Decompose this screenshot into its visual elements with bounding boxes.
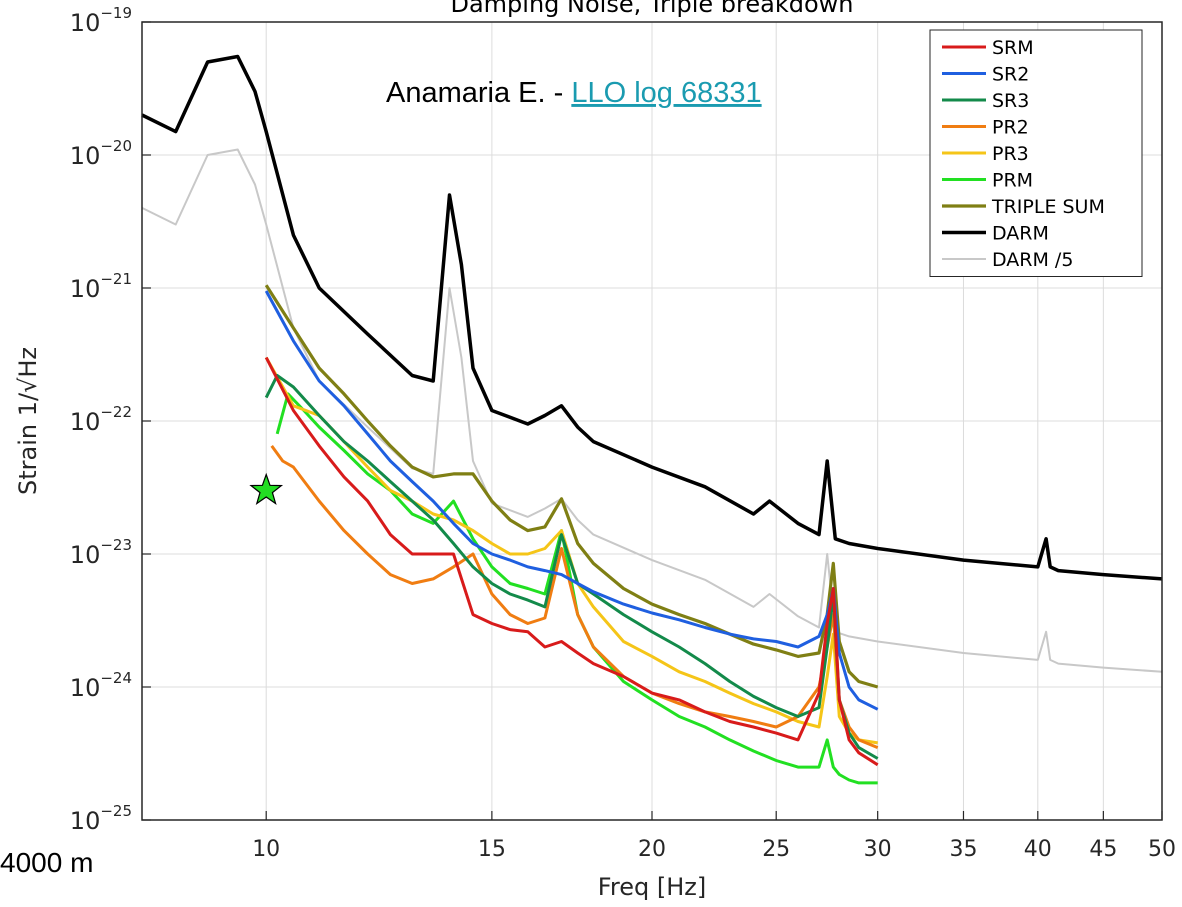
legend-item: SRM xyxy=(942,37,1034,59)
legend: SRM SR2 SR3 PR2 PR3 PRM TRIPLE SUM DARM DARM /5 xyxy=(929,29,1143,277)
y-tick-label: 10−19 xyxy=(70,4,132,37)
legend-label: TRIPLE SUM xyxy=(991,196,1105,218)
corner-label: 4000 m xyxy=(0,847,93,878)
legend-item: DARM xyxy=(942,223,1049,245)
y-tick-label: 10−25 xyxy=(70,802,132,835)
legend-label: SR3 xyxy=(992,90,1029,112)
series-line-pr2 xyxy=(270,445,879,749)
x-tick-label: 35 xyxy=(949,837,977,862)
y-tick-label: 10−23 xyxy=(70,536,132,569)
y-tick-label: 10−21 xyxy=(70,270,132,303)
series-line-prm xyxy=(275,392,878,785)
marker-layer xyxy=(249,472,284,505)
y-tick-label: 10−22 xyxy=(70,403,132,436)
x-tick-label: 50 xyxy=(1148,837,1176,862)
x-tick-label: 40 xyxy=(1024,837,1052,862)
x-tick-label: 25 xyxy=(762,837,790,862)
series-line-triple-sum xyxy=(264,284,879,689)
legend-label: DARM xyxy=(992,223,1049,245)
x-tick-label: 15 xyxy=(478,837,506,862)
y-tick-label: 10−24 xyxy=(70,669,132,702)
legend-item: SR3 xyxy=(942,90,1029,112)
x-tick-label: 30 xyxy=(864,837,892,862)
star-marker xyxy=(249,472,284,505)
legend-item: TRIPLE SUM xyxy=(942,196,1105,218)
legend-label: SRM xyxy=(992,37,1034,59)
x-tick-label: 20 xyxy=(638,837,666,862)
legend-label: SR2 xyxy=(992,64,1029,86)
legend-item: DARM /5 xyxy=(942,249,1073,271)
legend-item: SR2 xyxy=(942,64,1029,86)
annotation-author: Anamaria E. - xyxy=(386,77,571,109)
series-line-sr3 xyxy=(264,374,879,760)
series-line-srm xyxy=(264,356,879,767)
series-line-darm xyxy=(141,54,1163,581)
series-line-sr2 xyxy=(264,290,879,711)
x-axis-label: Freq [Hz] xyxy=(598,873,706,901)
tick-layer: 10 15 20 25 30 35 40 45 50 10−19 10−20 10−21 10−22 10… xyxy=(70,4,1176,862)
legend-label: PR2 xyxy=(992,117,1029,139)
x-tick-label: 10 xyxy=(252,837,280,862)
legend-label: PRM xyxy=(992,170,1033,192)
log-link[interactable]: LLO log 68331 xyxy=(571,77,761,109)
y-axis-label: Strain 1/√Hz xyxy=(14,347,42,495)
series-line-pr3 xyxy=(264,356,878,745)
legend-item: PR3 xyxy=(942,143,1029,165)
chart-title: Damping Noise, Triple breakdown xyxy=(450,0,853,18)
legend-label: DARM /5 xyxy=(992,249,1073,271)
series-layer xyxy=(141,54,1163,785)
legend-item: PRM xyxy=(942,170,1033,192)
annotation: Anamaria E. - LLO log 68331 xyxy=(386,77,762,109)
legend-label: PR3 xyxy=(992,143,1029,165)
legend-item: PR2 xyxy=(942,117,1029,139)
x-tick-label: 45 xyxy=(1089,837,1117,862)
y-tick-label: 10−20 xyxy=(70,137,132,170)
